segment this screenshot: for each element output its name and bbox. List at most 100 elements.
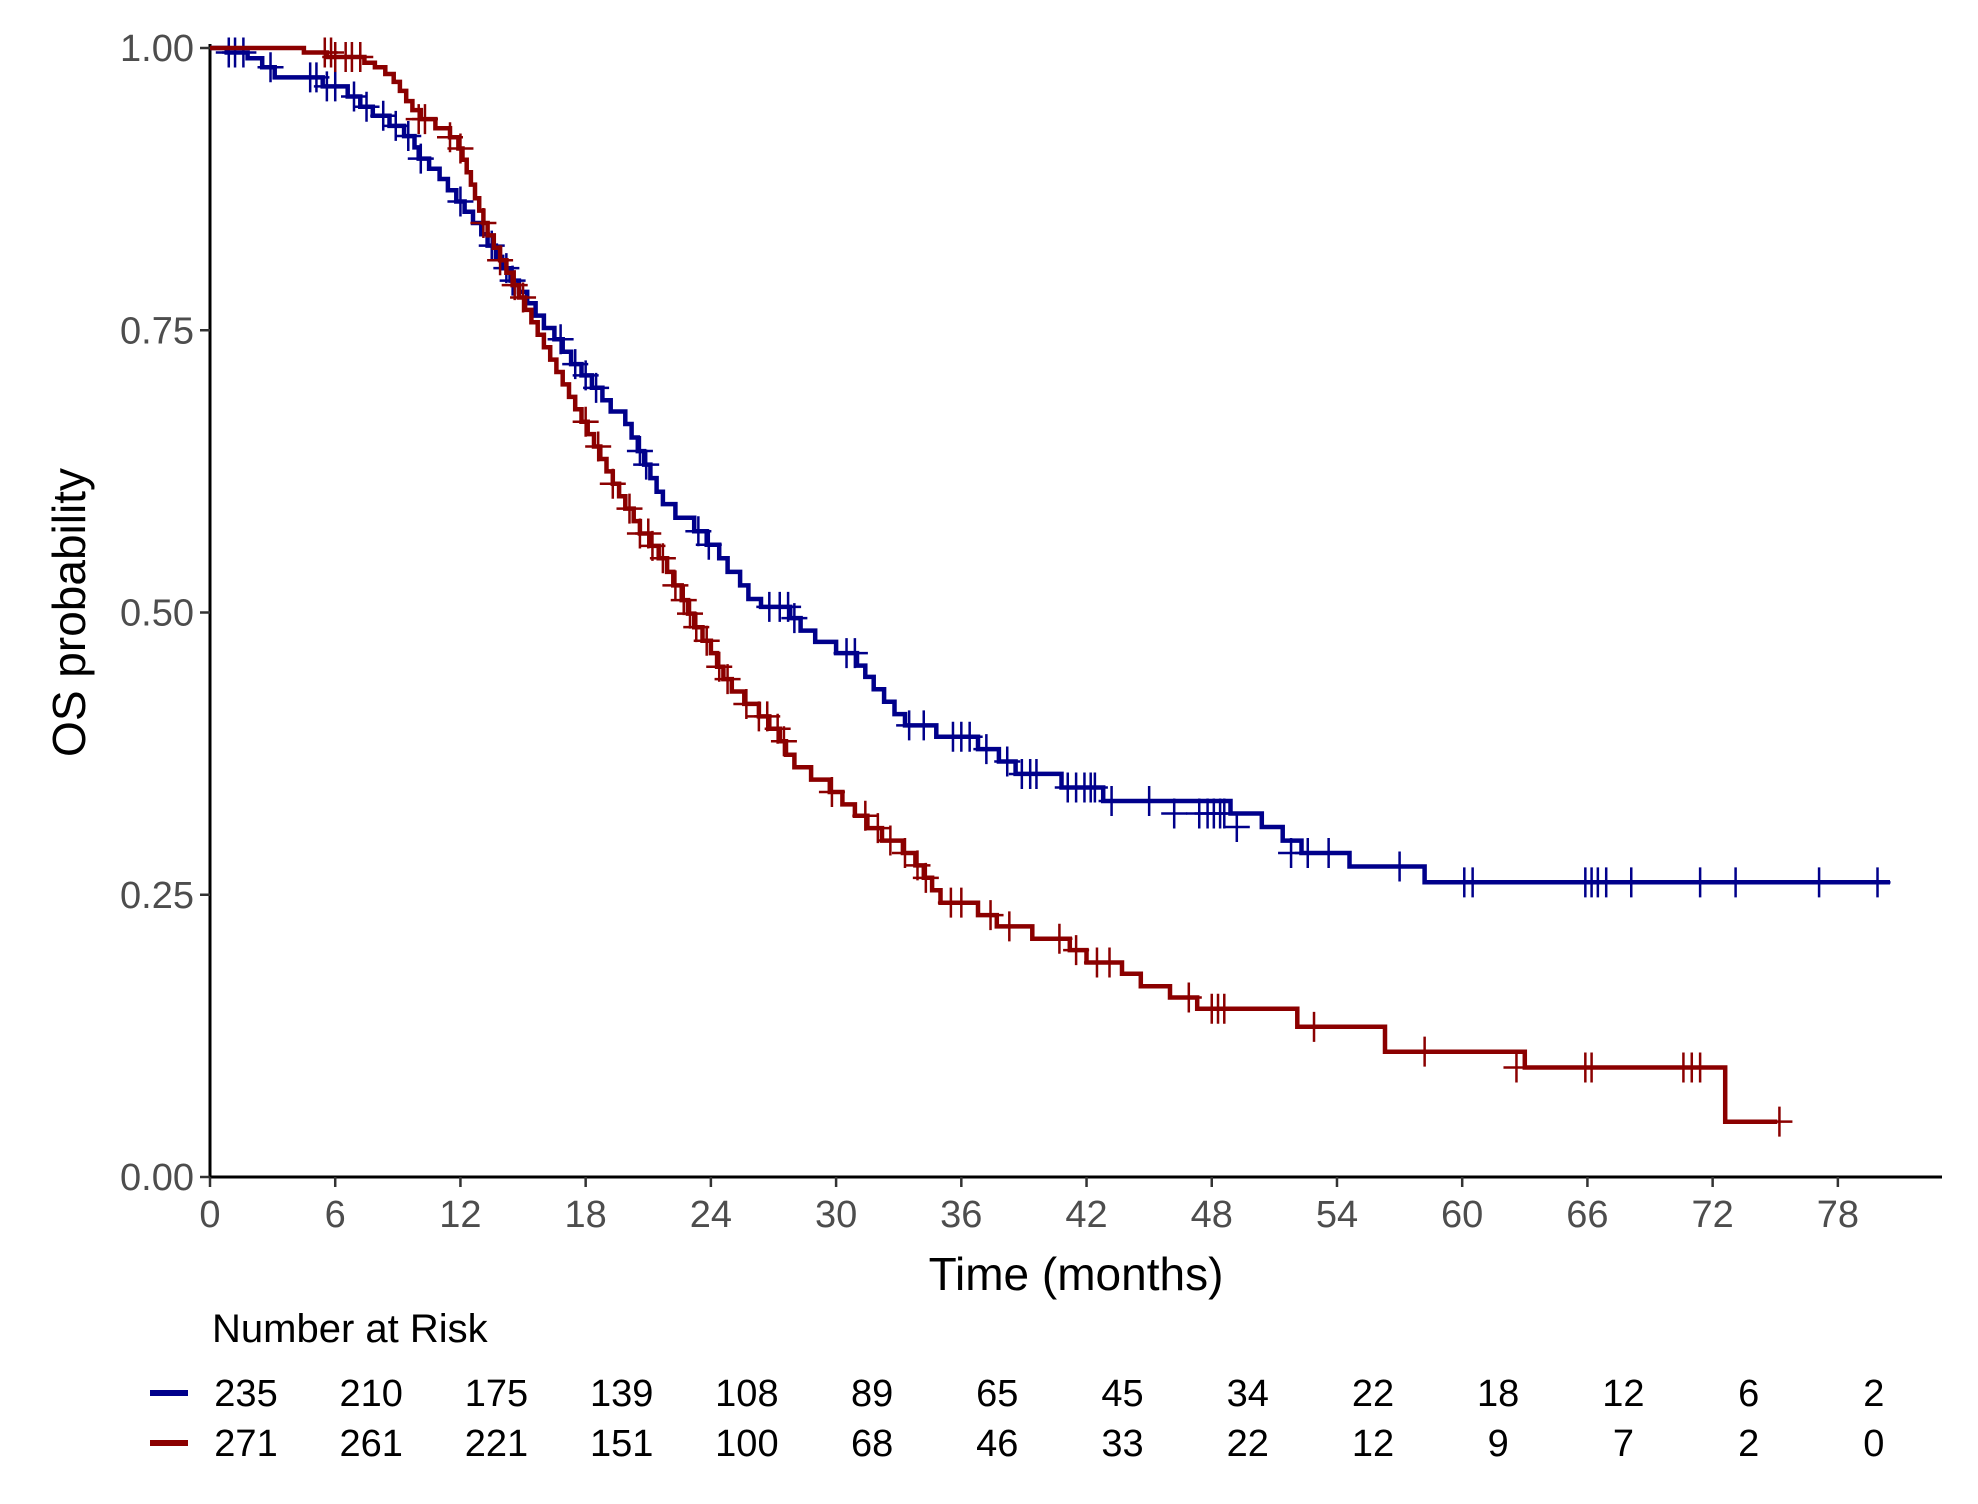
x-tick-label: 66: [1566, 1194, 1608, 1236]
risk-count: 33: [1101, 1423, 1143, 1465]
censor-mark: [1687, 1052, 1714, 1083]
risk-count: 139: [590, 1373, 653, 1415]
censor-mark: [1098, 786, 1125, 817]
censor-mark: [230, 37, 257, 68]
censor-mark: [956, 721, 983, 752]
censor-mark: [1161, 798, 1188, 829]
censor-mark: [852, 800, 879, 831]
risk-count: 7: [1613, 1423, 1634, 1465]
series-red: [210, 37, 1793, 1137]
censor-mark: [470, 207, 497, 238]
censor-mark: [1386, 851, 1413, 882]
y-tick-label: 0.00: [120, 1157, 194, 1199]
x-tick-label: 78: [1817, 1194, 1859, 1236]
censor-mark: [1063, 935, 1090, 966]
risk-count: 261: [340, 1423, 403, 1465]
censor-mark: [818, 777, 845, 808]
x-tick-label: 12: [439, 1194, 481, 1236]
risk-count: 89: [851, 1373, 893, 1415]
y-tick-label: 1.00: [120, 28, 194, 70]
risk-count: 34: [1227, 1373, 1269, 1415]
censor-mark: [1503, 1052, 1530, 1083]
x-tick-label: 48: [1191, 1194, 1233, 1236]
censor-mark: [1411, 1036, 1438, 1067]
censor-mark: [447, 133, 474, 164]
risk-table-title: Number at Risk: [212, 1307, 489, 1351]
risk-count: 221: [465, 1423, 528, 1465]
risk-count: 108: [715, 1373, 778, 1415]
series-blue: [210, 37, 1891, 898]
survival-curve: [210, 45, 1778, 1124]
risk-count: 12: [1602, 1373, 1644, 1415]
censor-mark: [572, 406, 599, 437]
risk-count: 46: [976, 1423, 1018, 1465]
censor-mark: [733, 688, 760, 719]
risk-count: 0: [1863, 1423, 1884, 1465]
censor-mark: [1023, 758, 1050, 789]
censor-mark: [626, 436, 653, 467]
censor-mark: [599, 468, 626, 499]
censor-mark: [1211, 993, 1238, 1024]
censor-mark: [572, 360, 599, 391]
censor-mark: [395, 121, 422, 152]
y-tick-label: 0.75: [120, 310, 194, 352]
x-tick-label: 60: [1441, 1194, 1483, 1236]
censor-mark: [510, 282, 537, 313]
censor-mark: [864, 813, 891, 844]
risk-count: 100: [715, 1423, 778, 1465]
censor-mark: [487, 245, 514, 276]
censor-mark: [1618, 867, 1645, 898]
censor-mark: [1459, 867, 1486, 898]
x-tick-label: 36: [940, 1194, 982, 1236]
risk-count: 45: [1101, 1373, 1143, 1415]
censor-mark: [437, 122, 464, 153]
censor-mark: [877, 825, 904, 856]
x-axis-title: Time (months): [929, 1248, 1224, 1300]
censor-mark: [547, 324, 574, 355]
censor-mark: [770, 726, 797, 757]
censor-mark: [257, 52, 284, 83]
censor-mark: [1722, 867, 1749, 898]
censor-mark: [693, 625, 720, 656]
censor-mark: [781, 603, 808, 634]
risk-count: 22: [1352, 1373, 1394, 1415]
risk-count: 18: [1477, 1373, 1519, 1415]
censor-mark: [973, 734, 1000, 765]
censor-mark: [1315, 837, 1342, 868]
censor-mark: [683, 612, 710, 643]
censor-mark: [1046, 923, 1073, 954]
censor-mark: [407, 143, 434, 174]
risk-count: 175: [465, 1373, 528, 1415]
censor-mark: [910, 710, 937, 741]
x-tick-label: 72: [1691, 1194, 1733, 1236]
censor-mark: [318, 37, 345, 68]
censor-mark: [996, 911, 1023, 942]
risk-count: 2: [1863, 1373, 1884, 1415]
x-tick-label: 30: [815, 1194, 857, 1236]
censor-mark: [1136, 786, 1163, 817]
y-axis-title: OS probability: [43, 468, 95, 757]
risk-count: 12: [1352, 1423, 1394, 1465]
risk-count: 22: [1227, 1423, 1269, 1465]
risk-count: 235: [214, 1373, 277, 1415]
censor-mark: [1578, 1052, 1605, 1083]
censor-mark: [1301, 1011, 1328, 1042]
censor-mark: [616, 493, 643, 524]
risk-count: 65: [976, 1373, 1018, 1415]
censor-mark: [1096, 947, 1123, 978]
censor-mark: [1175, 982, 1202, 1013]
censor-mark: [764, 713, 791, 744]
censor-mark: [1211, 798, 1238, 829]
x-tick-label: 6: [325, 1194, 346, 1236]
y-tick-label: 0.50: [120, 593, 194, 635]
risk-count: 9: [1488, 1423, 1509, 1465]
x-tick-label: 54: [1316, 1194, 1358, 1236]
censor-mark: [1766, 1106, 1793, 1137]
censor-mark: [912, 862, 939, 893]
x-tick-label: 24: [690, 1194, 732, 1236]
censor-mark: [1687, 867, 1714, 898]
risk-count: 210: [340, 1373, 403, 1415]
censor-mark: [685, 516, 712, 547]
